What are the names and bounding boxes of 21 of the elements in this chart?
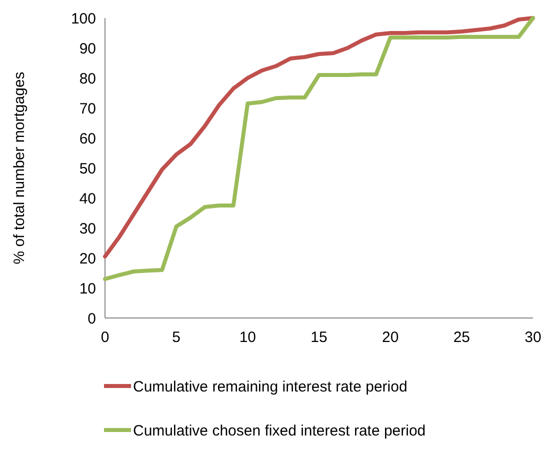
x-tick-label: 25 [453,329,470,346]
x-tick-label: 0 [100,329,110,346]
legend-label: Cumulative chosen fixed interest rate period [133,422,426,440]
y-tick-label: 60 [79,130,96,148]
x-tick-label: 5 [172,329,181,346]
x-tick-label: 30 [524,329,542,346]
x-tick-label: 20 [382,329,399,346]
y-tick-label: 0 [88,310,96,328]
y-tick-label: 20 [79,250,96,268]
y-tick-label: 100 [70,10,96,28]
y-tick-label: 10 [79,280,96,298]
y-tick-label: 70 [79,100,96,118]
y-tick-label: 50 [79,160,96,178]
y-axis-title: % of total number mortgages [11,72,28,264]
y-tick-label: 30 [79,220,96,238]
legend-label: Cumulative remaining interest rate period [133,378,408,396]
y-tick-label: 90 [79,40,96,58]
x-tick-label: 15 [310,329,328,346]
y-tick-label: 40 [79,190,96,208]
x-tick-label: 10 [239,329,256,346]
y-tick-label: 80 [79,70,96,88]
